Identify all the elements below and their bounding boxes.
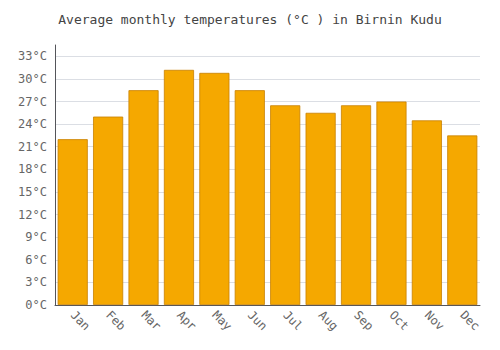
svg-text:0°C: 0°C [25,298,47,312]
svg-text:Jan: Jan [68,308,93,333]
svg-text:15°C: 15°C [18,185,47,199]
svg-text:12°C: 12°C [18,208,47,222]
svg-text:Oct: Oct [387,308,412,333]
svg-text:Sep: Sep [351,308,376,333]
svg-text:30°C: 30°C [18,72,47,86]
svg-text:Jul: Jul [280,308,305,333]
svg-text:6°C: 6°C [25,253,47,267]
svg-text:Nov: Nov [422,308,447,333]
svg-text:9°C: 9°C [25,230,47,244]
svg-text:33°C: 33°C [18,49,47,63]
svg-text:Aug: Aug [316,308,341,333]
svg-text:May: May [209,308,234,333]
svg-text:Feb: Feb [103,308,128,333]
svg-text:27°C: 27°C [18,95,47,109]
svg-text:21°C: 21°C [18,140,47,154]
svg-text:Mar: Mar [139,308,164,333]
svg-text:18°C: 18°C [18,162,47,176]
svg-text:24°C: 24°C [18,117,47,131]
svg-text:Dec: Dec [457,308,482,333]
svg-text:Jun: Jun [245,308,270,333]
svg-text:Average monthly temperatures (: Average monthly temperatures (°C ) in Bi… [58,12,442,27]
svg-text:Apr: Apr [174,308,199,333]
svg-text:3°C: 3°C [25,275,47,289]
